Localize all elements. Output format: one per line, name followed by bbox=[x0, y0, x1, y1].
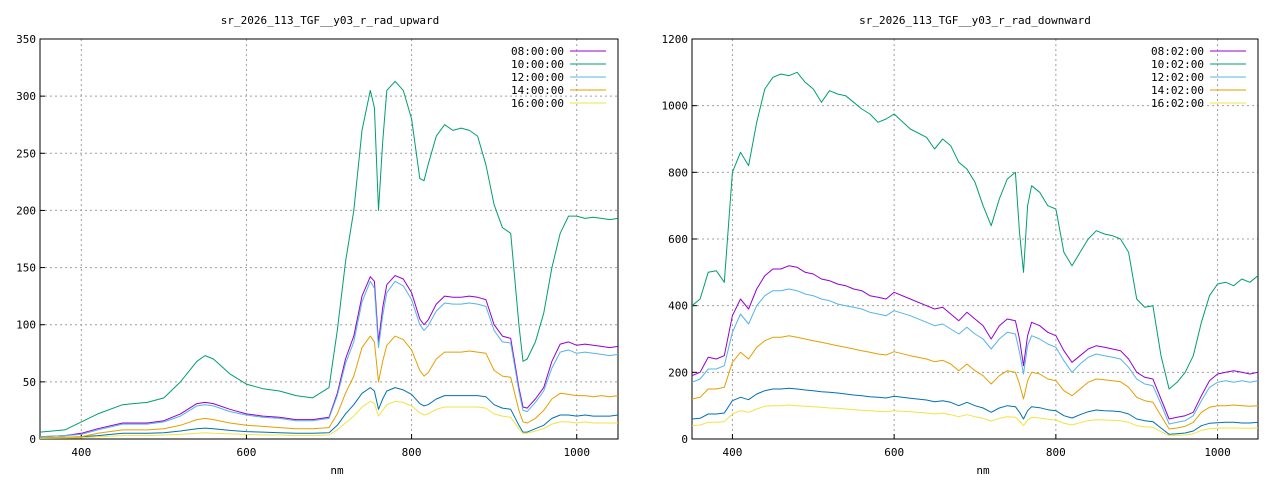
y-tick-label: 800 bbox=[668, 166, 688, 179]
upward-radiance-chart: sr_2026_113_TGF__y03_r_rad_upward 400 600 8… bbox=[16, 14, 619, 477]
legend-label: 08:00:00 bbox=[511, 45, 564, 58]
y-tick-label: 50 bbox=[23, 376, 36, 389]
y-tick-label: 1000 bbox=[662, 100, 689, 113]
series-line-extra bbox=[40, 387, 618, 439]
legend-label: 12:02:00 bbox=[1151, 71, 1204, 84]
downward-radiance-chart: sr_2026_113_TGF__y03_r_rad_downward 400 60… bbox=[662, 14, 1259, 477]
series-line bbox=[40, 335, 618, 439]
series-line bbox=[692, 335, 1258, 430]
y-tick-label: 0 bbox=[29, 433, 36, 446]
y-tick-label: 150 bbox=[16, 262, 36, 275]
plot-frame bbox=[39, 38, 619, 440]
x-tick-label: 600 bbox=[236, 446, 256, 459]
y-tick-label: 300 bbox=[16, 90, 36, 103]
y-tick-label: 250 bbox=[16, 147, 36, 160]
x-tick-label: 800 bbox=[402, 446, 422, 459]
y-tick-label: 600 bbox=[668, 233, 688, 246]
legend-label: 16:02:00 bbox=[1151, 97, 1204, 110]
x-tick-label: 400 bbox=[71, 446, 91, 459]
legend-label: 14:02:00 bbox=[1151, 84, 1204, 97]
x-tick-label: 1000 bbox=[563, 446, 590, 459]
chart-title: sr_2026_113_TGF__y03_r_rad_upward bbox=[221, 14, 440, 27]
x-axis-label: nm bbox=[330, 464, 344, 477]
series-line bbox=[40, 80, 618, 433]
legend-label: 10:02:00 bbox=[1151, 58, 1204, 71]
plot-frame bbox=[691, 38, 1259, 440]
legend-label: 08:02:00 bbox=[1151, 45, 1204, 58]
series-line bbox=[692, 404, 1258, 437]
y-tick-label: 200 bbox=[668, 366, 688, 379]
y-tick-label: 0 bbox=[681, 433, 688, 446]
y-tick-label: 100 bbox=[16, 319, 36, 332]
x-tick-label: 600 bbox=[884, 446, 904, 459]
series-line bbox=[692, 265, 1258, 420]
legend-label: 12:00:00 bbox=[511, 71, 564, 84]
x-tick-label: 800 bbox=[1046, 446, 1066, 459]
series-line bbox=[40, 275, 618, 438]
y-tick-label: 400 bbox=[668, 300, 688, 313]
legend-label: 14:00:00 bbox=[511, 84, 564, 97]
legend-label: 10:00:00 bbox=[511, 58, 564, 71]
legend-label: 16:00:00 bbox=[511, 97, 564, 110]
y-tick-label: 350 bbox=[16, 33, 36, 46]
x-axis-label: nm bbox=[976, 464, 990, 477]
series-line bbox=[40, 400, 618, 439]
series-line-extra bbox=[692, 387, 1258, 435]
y-tick-label: 1200 bbox=[662, 33, 689, 46]
y-tick-label: 200 bbox=[16, 204, 36, 217]
x-tick-label: 400 bbox=[722, 446, 742, 459]
x-tick-label: 1000 bbox=[1204, 446, 1231, 459]
series-line bbox=[692, 288, 1258, 425]
series-line bbox=[692, 71, 1258, 390]
series-line bbox=[40, 280, 618, 438]
chart-title: sr_2026_113_TGF__y03_r_rad_downward bbox=[859, 14, 1091, 27]
